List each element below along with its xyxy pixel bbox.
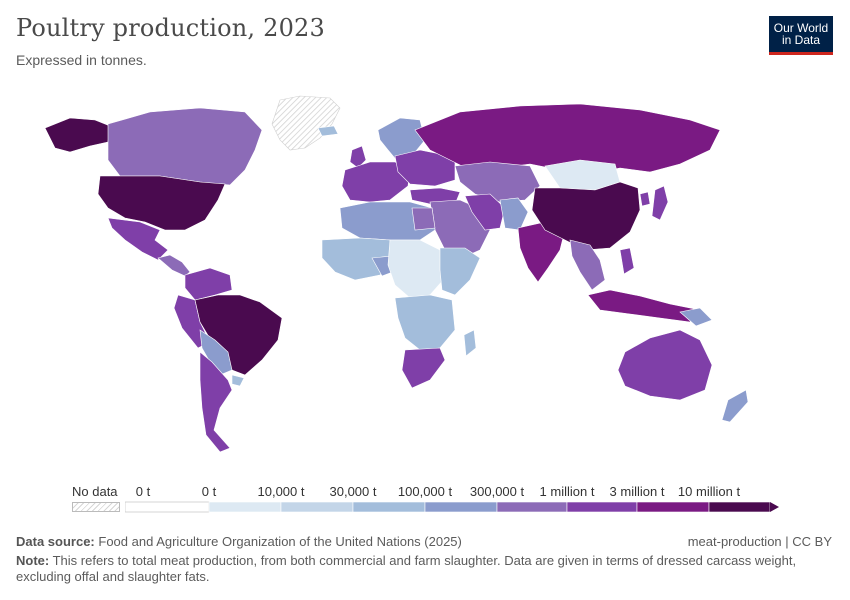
region-madagascar[interactable] (463, 329, 477, 357)
region-north-africa[interactable] (339, 201, 436, 241)
region-afghanistan-pakistan[interactable] (499, 197, 529, 231)
region-argentina-chile[interactable] (199, 351, 233, 453)
logo-line-1: Our World (773, 21, 829, 35)
region-philippines[interactable] (619, 247, 635, 275)
region-south-africa[interactable] (401, 347, 446, 389)
legend-swatch-7[interactable] (636, 501, 710, 513)
legend-label-3: 30,000 t (330, 484, 377, 499)
region-central-america[interactable] (157, 254, 191, 277)
region-uk[interactable] (349, 145, 367, 169)
legend-no-data-label: No data (72, 484, 118, 499)
legend-label-6: 1 million t (540, 484, 595, 499)
region-greenland[interactable] (271, 95, 341, 151)
region-colombia-venezuela[interactable] (184, 267, 233, 301)
legend-label-2: 10,000 t (258, 484, 305, 499)
legend-arrow (770, 502, 779, 512)
legend-swatch-4[interactable] (424, 501, 498, 513)
legend-swatch-1[interactable] (208, 501, 282, 513)
legend-swatch-8[interactable] (708, 501, 771, 513)
source-text[interactable]: Food and Agriculture Organization of the… (98, 534, 462, 549)
region-eastern-europe[interactable] (394, 149, 456, 187)
owid-logo[interactable]: Our World in Data (769, 16, 833, 55)
region-iran[interactable] (464, 193, 506, 231)
region-western-europe[interactable] (341, 161, 411, 203)
region-egypt[interactable] (411, 207, 436, 231)
region-canada[interactable] (107, 107, 263, 186)
region-southern-central-africa[interactable] (394, 294, 456, 351)
region-alaska[interactable] (44, 117, 111, 153)
chart-subtitle: Expressed in tonnes. (16, 52, 147, 68)
region-southeast-asia[interactable] (569, 239, 606, 291)
region-west-africa[interactable] (321, 237, 396, 281)
logo-line-2: in Data (781, 33, 821, 47)
region-iceland[interactable] (317, 125, 339, 137)
legend-label-0: 0 t (136, 484, 151, 499)
legend-label-5: 300,000 t (470, 484, 525, 499)
region-japan[interactable] (651, 185, 669, 221)
note-text: This refers to total meat production, fr… (16, 553, 797, 584)
region-uruguay[interactable] (231, 374, 245, 387)
region-usa[interactable] (97, 175, 226, 231)
legend-label-4: 100,000 t (398, 484, 453, 499)
region-korea[interactable] (639, 191, 651, 207)
chart-title: Poultry production, 2023 (16, 14, 325, 42)
world-map[interactable] (0, 90, 850, 470)
region-china[interactable] (531, 181, 641, 251)
legend-label-1: 0 t (202, 484, 217, 499)
chart-note: Note: This refers to total meat producti… (16, 553, 816, 585)
region-bolivia-paraguay[interactable] (199, 329, 233, 376)
region-mexico[interactable] (107, 217, 169, 261)
legend-swatch-0[interactable] (125, 501, 210, 513)
region-png[interactable] (679, 307, 713, 327)
region-indonesia[interactable] (587, 289, 701, 323)
legend-no-data-swatch (72, 502, 120, 512)
region-australia[interactable] (617, 329, 713, 401)
region-new-zealand[interactable] (721, 389, 749, 423)
color-legend: 0 t 0 t 10,000 t 30,000 t 100,000 t 300,000 t… (125, 484, 779, 513)
region-kazakhstan-central-asia[interactable] (454, 161, 541, 203)
legend-swatch-3[interactable] (352, 501, 426, 513)
legend-swatch-6[interactable] (566, 501, 638, 513)
credit-line[interactable]: meat-production | CC BY (687, 534, 832, 549)
legend-label-7: 3 million t (610, 484, 665, 499)
legend-swatch-5[interactable] (496, 501, 568, 513)
legend-swatch-2[interactable] (280, 501, 354, 513)
legend-label-8: 10 million t (678, 484, 741, 499)
region-central-africa[interactable] (387, 239, 446, 299)
data-source: Data source: Food and Agriculture Organi… (16, 534, 462, 549)
source-label: Data source: (16, 534, 95, 549)
note-label: Note: (16, 553, 50, 568)
region-east-africa[interactable] (439, 247, 481, 296)
